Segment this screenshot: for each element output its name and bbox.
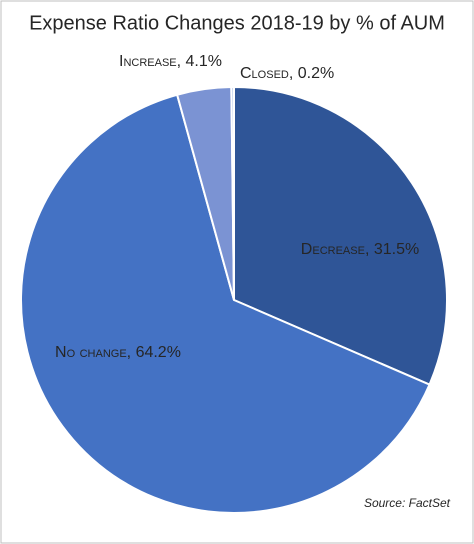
slice-label: Increase, 4.1% bbox=[119, 53, 222, 70]
label-separator: , bbox=[365, 241, 374, 258]
pie-slice bbox=[20, 93, 431, 514]
category-name: Increase bbox=[119, 53, 177, 70]
value-label: 0.2% bbox=[298, 65, 334, 82]
value-label: 31.5% bbox=[374, 241, 419, 258]
value-label: 64.2% bbox=[136, 344, 181, 361]
chart-title: Expense Ratio Changes 2018-19 by % of AU… bbox=[29, 12, 445, 34]
label-separator: , bbox=[177, 53, 186, 70]
slice-label: Closed, 0.2% bbox=[240, 65, 334, 82]
pie-slice bbox=[233, 85, 448, 386]
value-label: 4.1% bbox=[186, 53, 222, 70]
slice-label: No change, 64.2% bbox=[55, 344, 181, 361]
category-name: Decrease bbox=[301, 241, 365, 258]
source-note: Source: FactSet bbox=[364, 496, 451, 510]
pie-slice bbox=[230, 85, 235, 301]
category-name: No change bbox=[55, 344, 127, 361]
category-name: Closed bbox=[240, 65, 289, 82]
slice-label: Decrease, 31.5% bbox=[301, 241, 419, 258]
label-separator: , bbox=[289, 65, 298, 82]
label-separator: , bbox=[127, 344, 136, 361]
